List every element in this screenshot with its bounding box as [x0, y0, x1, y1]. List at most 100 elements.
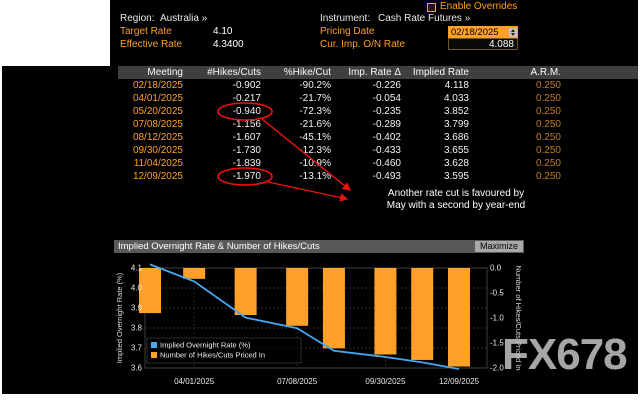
pricing-date-value: 02/18/2025 [451, 26, 499, 38]
col-header-implied-rate: Implied Rate [412, 67, 469, 78]
meeting-value: 12/09/2025 [132, 171, 183, 182]
hikes-cuts-value: -1.730 [232, 145, 261, 156]
table-row[interactable]: 09/30/2025 -1.730 -12.3% -0.433 3.655 0.250 [118, 144, 638, 157]
hikes-cuts-value: -1.156 [232, 119, 261, 130]
cur-imp-on-rate-label: Cur. Imp. O/N Rate [320, 39, 406, 50]
right-axis-tick: -2.0 [490, 364, 504, 373]
meeting-value: 09/30/2025 [132, 145, 183, 156]
region-dropdown[interactable]: Australia » [160, 13, 208, 24]
implied-rate-line [149, 263, 460, 370]
legend-swatch-line [151, 342, 157, 348]
x-axis-tick: 12/09/2025 [439, 377, 480, 386]
hikes-cuts-bar [183, 268, 206, 279]
instrument-label: Instrument: [320, 13, 371, 24]
instrument-dropdown[interactable]: Cash Rate Futures » [378, 13, 471, 24]
x-axis-tick: 09/30/2025 [365, 377, 406, 386]
legend-label-line: Implied Overnight Rate (%) [160, 341, 251, 350]
implied-rate-value: 3.655 [443, 145, 469, 156]
meeting-value: 11/04/2025 [133, 158, 183, 169]
right-axis-tick: 0.0 [490, 264, 502, 273]
implied-rate-value: 4.033 [443, 93, 469, 104]
hikes-cuts-bar [322, 268, 345, 349]
imp-rate-delta-value: -0.235 [372, 106, 401, 117]
meeting-value: 05/20/2025 [132, 106, 183, 117]
chart-svg: 4.1 4.0 3.9 3.8 3.7 3.6 0.0 -0.5 -1.0 -1.5 -2.0 04/… [115, 263, 523, 387]
chart-title: Implied Overnight Rate & Number of Hikes… [118, 241, 320, 252]
table-row[interactable]: 08/12/2025 -1.607 -45.1% -0.402 3.686 0.250 [118, 131, 638, 144]
arm-value: 0.250 [535, 171, 561, 182]
right-axis-tick: -0.5 [490, 289, 504, 298]
arm-value: 0.250 [535, 93, 561, 104]
region-label: Region: [120, 13, 155, 24]
enable-overrides-label: Enable Overrides [440, 1, 518, 12]
enable-overrides-checkbox[interactable] [427, 2, 436, 12]
meeting-value: 08/12/2025 [132, 132, 183, 143]
maximize-button[interactable]: Maximize [475, 241, 523, 252]
hikes-cuts-value: -1.607 [232, 132, 261, 143]
pct-hike-cut-value: -12.3% [299, 145, 331, 156]
right-axis-tick: -1.0 [490, 314, 504, 323]
rate-table-body: 02/18/2025 -0.902 -90.2% -0.226 4.118 0.250 04… [118, 79, 638, 183]
left-axis-tick: 3.8 [131, 324, 143, 333]
imp-rate-delta-value: -0.402 [372, 132, 401, 143]
meeting-value: 07/08/2025 [132, 119, 183, 130]
table-row[interactable]: 05/20/2025 -0.940 -72.3% -0.235 3.852 0.250 [118, 105, 638, 118]
x-axis-tick: 04/01/2025 [174, 377, 215, 386]
chart-title-bar: Implied Overnight Rate & Number of Hikes… [114, 240, 524, 253]
cur-imp-on-rate-value: 4.088 [448, 38, 518, 50]
pct-hike-cut-value: -21.7% [299, 93, 331, 104]
implied-rate-value: 3.686 [443, 132, 469, 143]
arm-value: 0.250 [535, 158, 561, 169]
meeting-value: 04/01/2025 [132, 93, 183, 104]
implied-rate-value: 3.628 [443, 158, 469, 169]
effective-rate-value: 4.3400 [213, 39, 244, 50]
imp-rate-delta-value: -0.289 [372, 119, 401, 130]
legend-label-bar: Number of Hikes/Cuts Priced In [160, 351, 265, 360]
table-row[interactable]: 12/09/2025 -1.970 -13.1% -0.493 3.595 0.250 [118, 170, 638, 183]
rate-table-header: Meeting #Hikes/Cuts %Hike/Cut Imp. Rate Δ Im… [118, 66, 638, 79]
table-row[interactable]: 07/08/2025 -1.156 -21.6% -0.289 3.799 0.250 [118, 118, 638, 131]
implied-rate-value: 3.852 [443, 106, 469, 117]
pct-hike-cut-value: -10.9% [299, 158, 331, 169]
legend-swatch-bar [151, 352, 157, 358]
hikes-cuts-bar [234, 268, 257, 315]
effective-rate-label: Effective Rate [120, 39, 183, 50]
table-row[interactable]: 04/01/2025 -0.217 -21.7% -0.054 4.033 0.250 [118, 92, 638, 105]
left-axis-tick: 4.0 [131, 284, 143, 293]
right-axis-tick: -1.5 [490, 339, 504, 348]
top-panel-background [110, 0, 638, 66]
implied-rate-value: 3.799 [443, 119, 469, 130]
implied-rate-value: 4.118 [444, 80, 469, 91]
target-rate-value: 4.10 [213, 26, 233, 37]
imp-rate-delta-value: -0.433 [372, 145, 401, 156]
right-axis-title: Number of Hikes/Cuts Priced In [514, 265, 523, 370]
table-row[interactable]: 11/04/2025 -1.839 -10.9% -0.460 3.628 0.250 [118, 157, 638, 170]
target-rate-label: Target Rate [120, 26, 172, 37]
hikes-cuts-value: -0.940 [232, 106, 261, 117]
col-header-meeting: Meeting [147, 67, 183, 78]
imp-rate-delta-value: -0.054 [372, 93, 401, 104]
hikes-cuts-bar [411, 268, 434, 360]
hikes-cuts-value: -1.970 [232, 171, 261, 182]
annotation-text: Another rate cut is favoured by May with… [356, 188, 556, 211]
x-axis-tick: 07/08/2025 [277, 377, 318, 386]
hikes-cuts-value: -0.902 [232, 80, 261, 91]
arm-value: 0.250 [535, 119, 561, 130]
meeting-value: 02/18/2025 [132, 80, 183, 91]
left-axis-title: Implied Overnight Rate (%) [115, 272, 124, 363]
hikes-cuts-value: -0.217 [232, 93, 261, 104]
hikes-cuts-bar [448, 268, 470, 367]
pricing-date-label: Pricing Date [320, 26, 375, 37]
date-spinner-icon[interactable] [509, 27, 517, 37]
hikes-cuts-bar [286, 268, 309, 326]
table-row[interactable]: 02/18/2025 -0.902 -90.2% -0.226 4.118 0.250 [118, 79, 638, 92]
imp-rate-delta-value: -0.460 [372, 158, 401, 169]
left-axis-tick: 3.6 [131, 364, 143, 373]
pct-hike-cut-value: -72.3% [299, 106, 331, 117]
col-header-hikes-cuts: #Hikes/Cuts [207, 67, 261, 78]
watermark: FX678 [502, 330, 628, 379]
col-header-imp-rate-delta: Imp. Rate Δ [348, 67, 401, 78]
pct-hike-cut-value: -13.1% [299, 171, 331, 182]
pct-hike-cut-value: -45.1% [299, 132, 331, 143]
pricing-date-input[interactable]: 02/18/2025 [448, 26, 518, 38]
